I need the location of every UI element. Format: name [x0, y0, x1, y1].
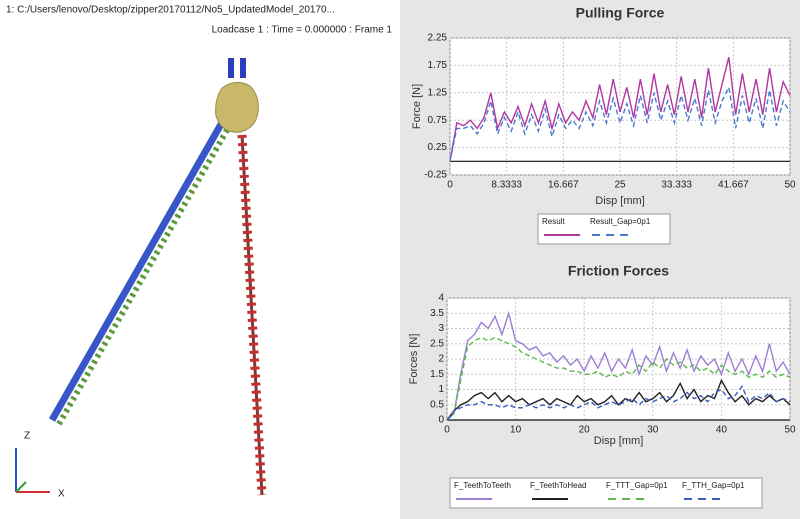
file-path: 1: C:/Users/lenovo/Desktop/zipper2017011…: [6, 5, 335, 16]
x-tick-label: 20: [579, 425, 591, 436]
x-tick-label: 10: [510, 425, 522, 436]
y-tick-label: 0: [438, 415, 444, 426]
x-tick-label: 30: [647, 425, 659, 436]
y-tick-label: 1.75: [428, 60, 448, 71]
x-tick-label: 41.667: [718, 180, 749, 191]
series-line: [446, 385, 791, 421]
viewer: 1: C:/Users/lenovo/Desktop/zipper2017011…: [0, 0, 400, 519]
legend-label: Result_Gap=0p1: [590, 217, 651, 226]
y-tick-label: 2.5: [430, 338, 444, 349]
x-tick-label: 25: [614, 180, 626, 191]
series-line: [446, 310, 791, 421]
y-tick-label: 0.25: [428, 142, 448, 153]
legend-label: F_TeethToHead: [530, 481, 586, 490]
y-axis-label: Forces [N]: [408, 334, 420, 385]
y-tick-label: 2: [438, 354, 444, 365]
legend-box: [537, 213, 671, 245]
triad-x-label: X: [58, 489, 65, 500]
x-tick-label: 16.667: [548, 180, 579, 191]
y-tick-label: 1.25: [428, 87, 448, 98]
zipper-tape-right: [240, 134, 264, 496]
x-tick-label: 33.333: [661, 180, 692, 191]
x-tick-label: 50: [784, 180, 796, 191]
loadcase-info: Loadcase 1 : Time = 0.000000 : Frame 1: [212, 25, 393, 36]
triad-z-label: Z: [24, 431, 30, 442]
x-tick-label: 50: [784, 425, 796, 436]
y-tick-label: 4: [438, 293, 444, 304]
x-tick-label: 40: [716, 425, 728, 436]
zipper-tape-left: [48, 110, 232, 422]
viewer-background: [0, 0, 400, 519]
x-axis-label: Disp [mm]: [594, 435, 644, 447]
slider-pull-left: [228, 58, 234, 78]
series-line: [449, 85, 791, 162]
series-line: [446, 336, 791, 421]
triad-y-axis: [15, 481, 27, 493]
slider-pull-right: [240, 58, 246, 78]
y-tick-label: 1: [438, 384, 444, 395]
x-tick-label: 0: [444, 425, 450, 436]
x-tick-label: 0: [447, 180, 453, 191]
x-axis-label: Disp [mm]: [595, 195, 645, 207]
y-tick-label: 3.5: [430, 308, 444, 319]
legend-label: Result: [542, 217, 565, 226]
y-tick-label: 2.25: [428, 33, 448, 44]
zipper-slider: [215, 82, 259, 133]
y-tick-label: 0.5: [430, 399, 444, 410]
y-tick-label: 1.5: [430, 369, 444, 380]
zipper-teeth-left: [56, 114, 238, 426]
series-line: [449, 57, 791, 162]
y-tick-label: -0.25: [424, 170, 447, 181]
legend-label: F_TTT_Gap=0p1: [606, 481, 668, 490]
chart-title: Pulling Force: [576, 5, 665, 21]
y-tick-label: 3: [438, 323, 444, 334]
legend-label: F_TTH_Gap=0p1: [682, 481, 745, 490]
legend-label: F_TeethToTeeth: [454, 481, 511, 490]
y-tick-label: 0.75: [428, 115, 448, 126]
legend-box: [449, 477, 763, 509]
y-axis-label: Force [N]: [411, 84, 423, 129]
x-tick-label: 8.3333: [491, 180, 522, 191]
chart-title: Friction Forces: [568, 263, 669, 279]
series-line: [446, 378, 791, 421]
